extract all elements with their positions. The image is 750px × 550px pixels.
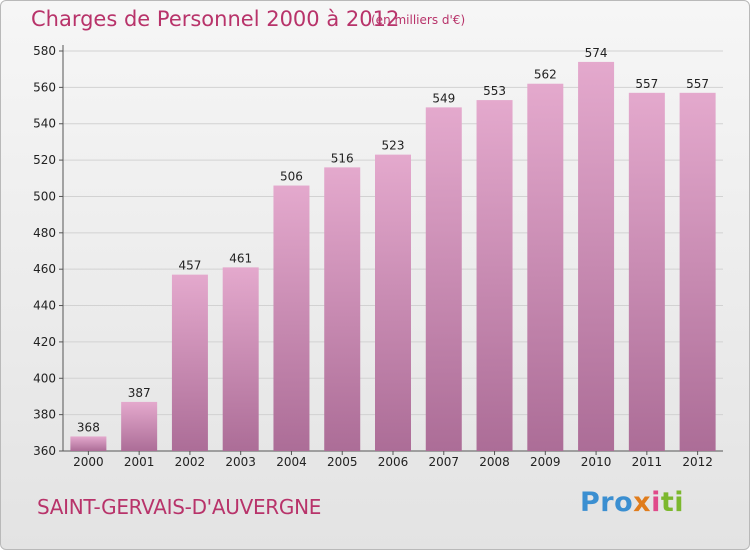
bar	[679, 92, 716, 452]
bar	[171, 274, 208, 451]
data-label: 562	[534, 68, 557, 82]
bar	[578, 61, 615, 452]
data-label: 553	[483, 84, 506, 98]
data-label: 368	[77, 420, 100, 434]
data-label: 387	[128, 386, 151, 400]
x-tick-label: 2012	[682, 455, 713, 469]
bar	[273, 185, 310, 451]
bar	[324, 167, 361, 451]
bar	[375, 154, 411, 452]
bar	[425, 107, 462, 451]
y-tick-label: 380	[33, 408, 56, 422]
y-tick-label: 540	[33, 117, 56, 131]
data-label: 506	[280, 170, 303, 184]
x-tick-label: 2000	[73, 455, 104, 469]
x-tick-label: 2010	[581, 455, 612, 469]
x-tick-label: 2005	[327, 455, 358, 469]
x-tick-label: 2003	[225, 455, 256, 469]
x-tick-label: 2007	[428, 455, 459, 469]
y-tick-label: 420	[33, 335, 56, 349]
y-tick-label: 460	[33, 262, 56, 276]
labels: 368 2000 387 2001 457 2002 461 2003 506 2004 516 20…	[73, 46, 713, 469]
x-tick-label: 2002	[175, 455, 206, 469]
x-tick-label: 2006	[378, 455, 409, 469]
commune-name: SAINT-GERVAIS-D'AUVERGNE	[37, 495, 322, 519]
y-tick-label: 400	[33, 371, 56, 385]
data-label: 557	[686, 77, 709, 91]
bar	[628, 92, 665, 452]
x-tick-label: 2001	[124, 455, 155, 469]
y-tick-label: 480	[33, 226, 56, 240]
bar	[476, 100, 513, 451]
chart-title: Charges de Personnel 2000 à 2012	[31, 7, 400, 31]
data-label: 461	[229, 251, 252, 265]
data-label: 574	[585, 46, 608, 60]
x-tick-label: 2004	[276, 455, 307, 469]
bar	[527, 83, 564, 452]
y-tick-label: 580	[33, 44, 56, 58]
data-label: 557	[635, 77, 658, 91]
y-tick-label: 440	[33, 299, 56, 313]
y-tick-label: 500	[33, 189, 56, 203]
y-tick-label: 560	[33, 80, 56, 94]
x-tick-label: 2011	[632, 455, 663, 469]
proxiti-logo[interactable]: Proxiti	[580, 487, 685, 518]
data-label: 549	[432, 91, 455, 105]
chart-subtitle: (en milliers d'€)	[371, 13, 466, 27]
data-label: 523	[382, 139, 405, 153]
x-tick-label: 2008	[479, 455, 510, 469]
x-tick-label: 2009	[530, 455, 561, 469]
bars	[70, 61, 716, 452]
y-tick-label: 360	[33, 444, 56, 458]
bar	[121, 401, 158, 451]
data-label: 457	[178, 259, 201, 273]
data-label: 516	[331, 151, 354, 165]
y-tick-label: 520	[33, 153, 56, 167]
bar	[70, 436, 107, 451]
bar	[222, 267, 259, 451]
